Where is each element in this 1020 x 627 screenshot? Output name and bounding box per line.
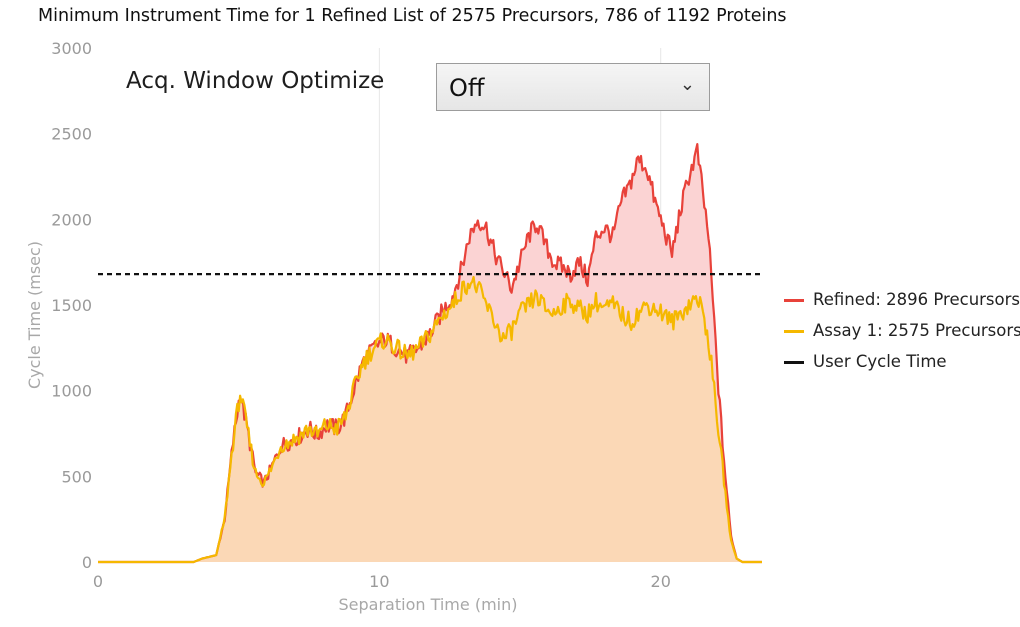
legend-label-user-cycle: User Cycle Time xyxy=(813,352,947,371)
legend-swatch-assay xyxy=(784,330,804,333)
legend-label-assay: Assay 1: 2575 Precursors xyxy=(813,321,1020,340)
y-tick-label-3000: 3000 xyxy=(51,39,92,58)
x-tick-label-0: 0 xyxy=(93,572,103,591)
y-axis-label: Cycle Time (msec) xyxy=(25,241,44,389)
acq-window-optimize-label: Acq. Window Optimize xyxy=(126,68,385,94)
x-axis-label: Separation Time (min) xyxy=(339,595,518,614)
legend-label-refined: Refined: 2896 Precursors xyxy=(813,290,1020,309)
series-line-1 xyxy=(98,275,762,564)
series-area-1 xyxy=(98,277,762,562)
acq-window-optimize-select[interactable]: Off ⌄ xyxy=(436,63,710,111)
chevron-down-icon: ⌄ xyxy=(679,74,695,95)
y-tick-label-500: 500 xyxy=(61,467,92,486)
x-tick-label-10: 10 xyxy=(369,572,389,591)
y-tick-label-1500: 1500 xyxy=(51,296,92,315)
select-value: Off xyxy=(449,74,485,102)
y-tick-label-0: 0 xyxy=(82,553,92,572)
y-tick-label-1000: 1000 xyxy=(51,382,92,401)
legend-swatch-user-cycle xyxy=(784,361,804,364)
chart-title: Minimum Instrument Time for 1 Refined Li… xyxy=(38,6,787,26)
legend-swatch-refined xyxy=(784,299,804,302)
x-tick-label-20: 20 xyxy=(651,572,671,591)
y-tick-label-2000: 2000 xyxy=(51,210,92,229)
y-tick-label-2500: 2500 xyxy=(51,125,92,144)
